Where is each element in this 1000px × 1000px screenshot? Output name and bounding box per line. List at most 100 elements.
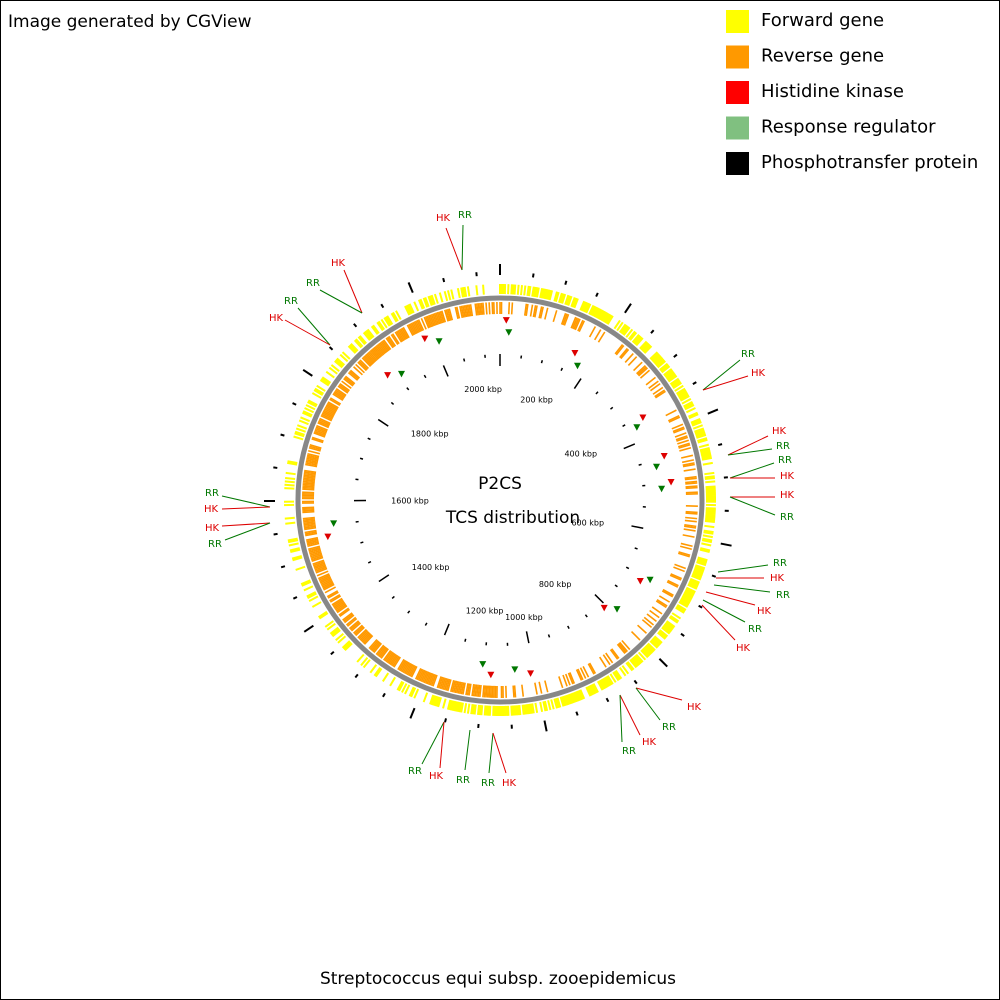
forward-gene [654, 357, 664, 366]
reverse-gene [339, 608, 350, 618]
reverse-gene [319, 577, 332, 584]
reverse-gene [304, 526, 317, 531]
callout-label: RR [776, 441, 790, 452]
forward-gene [284, 516, 295, 520]
reverse-gene [361, 633, 372, 643]
callout-label: HK [736, 643, 751, 654]
reverse-gene [303, 477, 316, 481]
forward-gene [470, 704, 474, 715]
forward-gene [604, 313, 611, 324]
outer-tick [680, 632, 685, 637]
forward-gene [302, 410, 313, 417]
forward-gene [688, 580, 699, 587]
reverse-gene [359, 359, 370, 370]
forward-gene [621, 665, 630, 675]
callout-line [224, 522, 271, 541]
forward-gene [285, 471, 296, 476]
reverse-gene [655, 390, 666, 399]
tcs-marker [600, 604, 608, 612]
forward-gene [430, 294, 436, 305]
outer-tick [717, 443, 723, 447]
forward-gene [483, 705, 487, 716]
callout-label: HK [780, 490, 795, 501]
reverse-gene [408, 664, 415, 677]
reverse-gene [439, 310, 445, 323]
reverse-gene [438, 676, 444, 689]
forward-gene [681, 595, 692, 602]
reverse-gene [681, 454, 694, 459]
forward-gene [573, 691, 579, 702]
forward-gene [404, 305, 411, 316]
reverse-gene [685, 486, 698, 490]
reverse-gene [460, 305, 465, 318]
forward-gene [532, 286, 537, 297]
forward-gene [471, 704, 476, 715]
inner-tick [359, 457, 364, 460]
forward-gene [665, 370, 675, 379]
backbone [295, 295, 705, 705]
forward-gene [697, 438, 708, 444]
outer-tick [720, 542, 732, 547]
reverse-gene [676, 436, 689, 442]
callout-label: HK [687, 702, 702, 713]
forward-gene [289, 547, 300, 552]
inner-tick [390, 401, 395, 406]
forward-gene [369, 664, 378, 674]
reverse-gene [573, 317, 580, 330]
reverse-gene [303, 521, 316, 525]
outer-tick [564, 280, 568, 285]
tcs-marker [527, 670, 535, 677]
reverse-gene [417, 669, 425, 681]
reverse-gene [426, 315, 433, 328]
forward-gene [653, 635, 663, 644]
callout-label: RR [741, 349, 755, 360]
forward-gene [647, 642, 656, 652]
forward-gene [697, 558, 708, 563]
forward-gene [694, 427, 705, 433]
reverse-gene [575, 669, 583, 681]
callout-label: RR [458, 210, 472, 221]
reverse-gene [569, 672, 576, 684]
forward-gene [643, 646, 653, 655]
callout-line [702, 359, 741, 391]
reverse-gene [469, 304, 474, 317]
tcs-marker [435, 338, 443, 345]
reverse-gene [313, 430, 326, 437]
reverse-gene [443, 309, 449, 322]
reverse-gene [382, 339, 392, 350]
forward-gene [601, 311, 608, 322]
tcs-marker [384, 372, 392, 379]
reverse-gene [430, 674, 437, 687]
forward-gene [432, 695, 438, 706]
forward-gene [287, 461, 298, 466]
reverse-gene [621, 639, 631, 651]
reverse-gene [320, 414, 333, 422]
forward-gene [429, 295, 435, 306]
reverse-gene [305, 463, 318, 468]
forward-gene [592, 683, 599, 693]
forward-gene [357, 336, 366, 346]
reverse-gene [303, 519, 316, 523]
reverse-gene [311, 438, 324, 444]
callout-line [297, 307, 331, 346]
forward-gene [539, 287, 544, 299]
reverse-gene [353, 366, 363, 376]
reverse-gene [639, 369, 651, 379]
reverse-gene [369, 349, 379, 361]
reverse-gene [357, 628, 367, 639]
inner-tick [378, 574, 390, 583]
forward-gene [383, 317, 391, 327]
reverse-gene [675, 435, 688, 441]
reverse-gene [309, 445, 322, 451]
forward-gene [585, 686, 592, 697]
forward-gene [691, 574, 702, 581]
forward-gene [531, 703, 535, 714]
reverse-gene [371, 641, 381, 653]
forward-gene [534, 702, 539, 713]
inner-tick [540, 360, 544, 364]
callout-line [492, 732, 507, 774]
forward-gene [304, 407, 315, 414]
reverse-gene [552, 310, 558, 323]
reverse-gene [343, 613, 354, 622]
reverse-gene [302, 485, 315, 488]
